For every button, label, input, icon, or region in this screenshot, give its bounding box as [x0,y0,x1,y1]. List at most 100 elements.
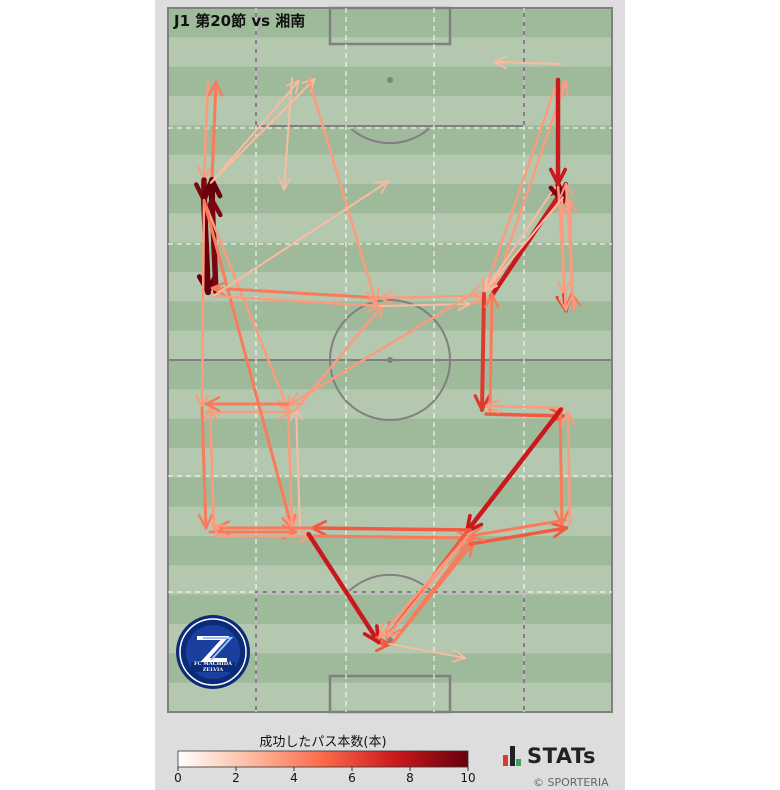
pass-arrow [210,523,228,538]
top-penalty-arc [347,125,433,145]
pitch-lines [167,6,613,714]
pass-arrow-head [385,622,401,639]
pitch-stripe [168,360,612,390]
center-circle [329,299,451,421]
pass-arrow-line [210,294,382,308]
pass-arrow-line [484,412,566,418]
pass-arrow-line [480,291,487,412]
pass-arrow-line [464,407,564,534]
pass-arrow-line [377,536,469,639]
pass-arrow [468,522,569,546]
pitch-stripe [168,477,612,508]
pass-arrow-line [490,80,568,297]
pass-arrow-line [378,294,472,300]
pitch-stripe [168,682,612,713]
pitch-stripe [168,448,612,478]
pass-arrow [554,410,570,526]
pass-arrow-line [202,199,294,531]
pass-arrow [306,75,380,305]
pass-arrow [484,399,566,414]
pass-arrow-head [550,522,569,539]
pass-arrow-line [488,292,494,412]
center-spot [387,357,393,363]
pass-arrow-head [554,509,570,526]
pitch-stripe [168,594,612,625]
pass-arrow-line [564,182,576,311]
pass-arrow [473,291,491,412]
bottom-penalty-spot [387,637,393,643]
pitch-stripe [168,536,612,566]
pass-arrow [378,290,472,305]
pass-arrow-line [210,286,382,300]
credit-text: © SPORTERIA [533,776,609,789]
pass-arrow [204,396,294,412]
pass-arrow-head [559,182,575,198]
pass-arrows [194,55,582,663]
pitch-stripe [168,242,612,273]
stats-logo: STATs [503,744,596,768]
pass-arrow-head [278,176,292,191]
pass-arrow-line [468,526,569,546]
pass-arrow-head [365,288,380,305]
pass-arrow-line [200,198,206,410]
legend-tick-label: 0 [174,771,182,785]
pass-arrow-line [202,80,210,182]
pitch-stripe [168,8,612,38]
pass-arrow-head [211,523,228,538]
pass-arrow-head [485,399,500,414]
pass-arrow-line [306,75,378,305]
pass-arrow-head [374,180,389,194]
pass-arrow [559,182,576,311]
pass-arrow [483,196,564,293]
pass-arrow-head [468,526,485,542]
legend-tick-label: 2 [232,771,240,785]
pass-arrow-line [288,295,470,406]
stats-label: STATs [527,744,596,768]
pass-arrow-line [388,642,467,659]
pass-arrow-line [210,80,218,182]
pass-arrow-line [566,410,572,526]
top-goal-box [328,6,452,46]
pass-arrow [388,642,467,663]
pass-arrow [467,518,567,542]
pass-arrow-head [557,296,573,312]
pass-arrow-line [467,518,567,538]
pass-arrow-line [209,77,316,184]
pass-arrow [207,80,224,182]
legend-tick-label: 6 [348,771,356,785]
pass-arrow-line [558,410,564,526]
pass-arrow-head [203,406,218,422]
legend-tick-label: 4 [290,771,298,785]
pass-arrow-head [362,624,381,644]
pass-arrow-line [209,197,219,295]
pass-arrow-head [484,292,500,309]
pass-arrow-line [213,180,390,297]
pitch-stripes [168,8,612,713]
pass-arrow-head [473,394,491,412]
pass-arrow-head [493,55,508,70]
pass-arrow-line [483,196,564,293]
pass-arrow-head [288,391,305,406]
pass-arrow-line [210,79,301,184]
pass-arrow [548,77,568,187]
pass-arrow-head [204,396,221,412]
pass-arrow-line [470,296,491,306]
pass-arrow [306,531,381,645]
pass-arrow [560,410,576,526]
legend-colorbar [177,750,469,768]
pass-arrow-head [207,80,224,97]
pass-arrow-line [208,406,216,530]
team-logo: FC MACHIDA ZELVIA [175,614,251,690]
pass-arrow-head [548,167,568,186]
pass-arrow-line [482,77,560,294]
pass-arrow [288,295,470,406]
bottom-penalty-arc [347,573,433,593]
pass-arrow [556,183,573,312]
stats-mark-icon [503,746,521,766]
pass-arrow-line [203,200,290,411]
pitch-stripe [168,565,612,596]
pass-arrow-line [306,531,381,645]
pitch-stripe [168,96,612,126]
pass-arrow-line [200,406,208,530]
pass-arrow-head [378,290,394,305]
